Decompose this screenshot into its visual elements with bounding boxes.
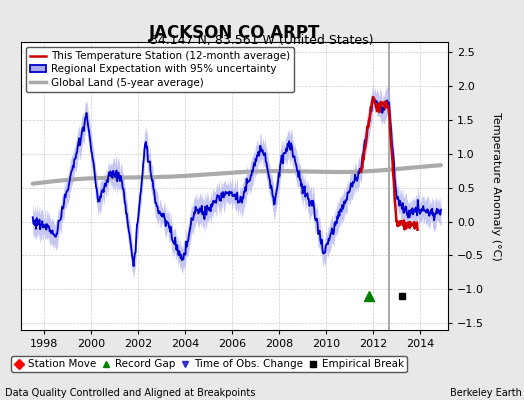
Text: Berkeley Earth: Berkeley Earth (450, 388, 521, 398)
Legend: Station Move, Record Gap, Time of Obs. Change, Empirical Break: Station Move, Record Gap, Time of Obs. C… (11, 356, 407, 372)
Text: Data Quality Controlled and Aligned at Breakpoints: Data Quality Controlled and Aligned at B… (5, 388, 256, 398)
Title: JACKSON CO ARPT: JACKSON CO ARPT (149, 24, 320, 42)
Y-axis label: Temperature Anomaly (°C): Temperature Anomaly (°C) (490, 112, 501, 260)
Text: 34.147 N, 83.561 W (United States): 34.147 N, 83.561 W (United States) (150, 34, 374, 47)
